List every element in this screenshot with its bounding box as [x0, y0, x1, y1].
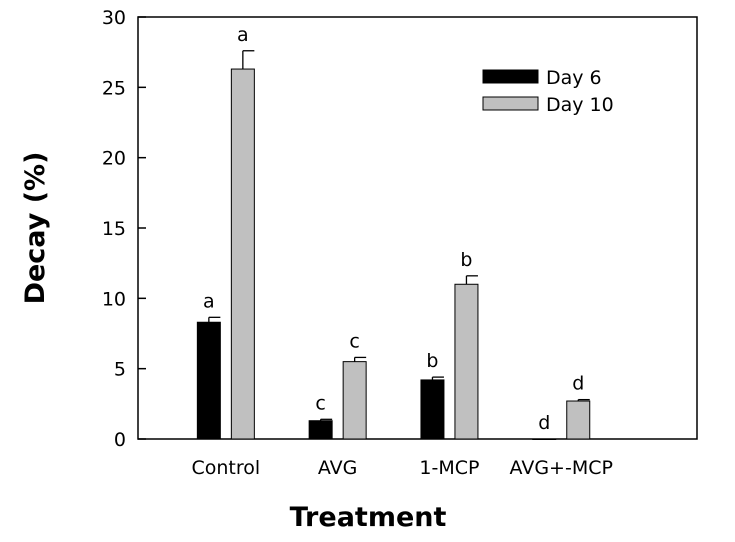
significance-label-day-6-1-mcp: b	[426, 350, 438, 372]
y-tick-label: 30	[102, 7, 126, 29]
significance-label-day-10-avg: c	[349, 330, 359, 352]
x-tick-label: AVG+-MCP	[510, 457, 613, 479]
bars: a a c c b b dd	[196, 24, 591, 440]
y-tick-label: 15	[102, 218, 126, 240]
bar-day-6-avg	[308, 420, 333, 440]
y-tick-label: 25	[102, 77, 126, 99]
x-axis-title: Treatment	[290, 502, 447, 533]
bar-day-10-avg	[342, 361, 367, 440]
bar-day-6-avg-mcp	[532, 438, 557, 440]
x-tick-label: 1-MCP	[419, 457, 479, 479]
legend-swatch-day-6	[482, 69, 539, 84]
legend-label-day-10: Day 10	[546, 94, 614, 116]
significance-label-day-6-control: a	[203, 290, 215, 312]
bar-day-6-control	[196, 321, 221, 440]
significance-label-day-10-control: a	[237, 24, 249, 46]
y-tick-label: 10	[102, 288, 126, 310]
y-tick-label: 20	[102, 148, 126, 170]
y-tick-label: 5	[114, 359, 126, 381]
y-axis-title: Decay (%)	[20, 152, 51, 305]
x-tick-label: Control	[192, 457, 261, 479]
legend-label-day-6: Day 6	[546, 67, 602, 89]
significance-label-day-6-avg-mcp: d	[538, 412, 550, 434]
x-axis: Control AVG 1-MCP AVG+-MCP	[192, 457, 613, 479]
significance-label-day-10-avg-mcp: d	[572, 373, 584, 395]
bar-day-10-1-mcp	[454, 283, 479, 440]
plot-area	[137, 16, 698, 440]
legend-swatch-day-10	[482, 96, 539, 111]
significance-label-day-6-avg: c	[315, 392, 325, 414]
bar-day-10-avg-mcp	[566, 400, 591, 440]
legend: Day 6 Day 10	[482, 67, 614, 116]
bar-day-6-1-mcp	[420, 379, 445, 440]
y-tick-label: 0	[114, 429, 126, 451]
plot-frame	[137, 16, 698, 440]
x-tick-label: AVG	[318, 457, 358, 479]
significance-label-day-10-1-mcp: b	[460, 249, 472, 271]
y-axis: 0 5 10 15 20 25 30	[102, 7, 146, 451]
bar-day-10-control	[230, 68, 255, 440]
